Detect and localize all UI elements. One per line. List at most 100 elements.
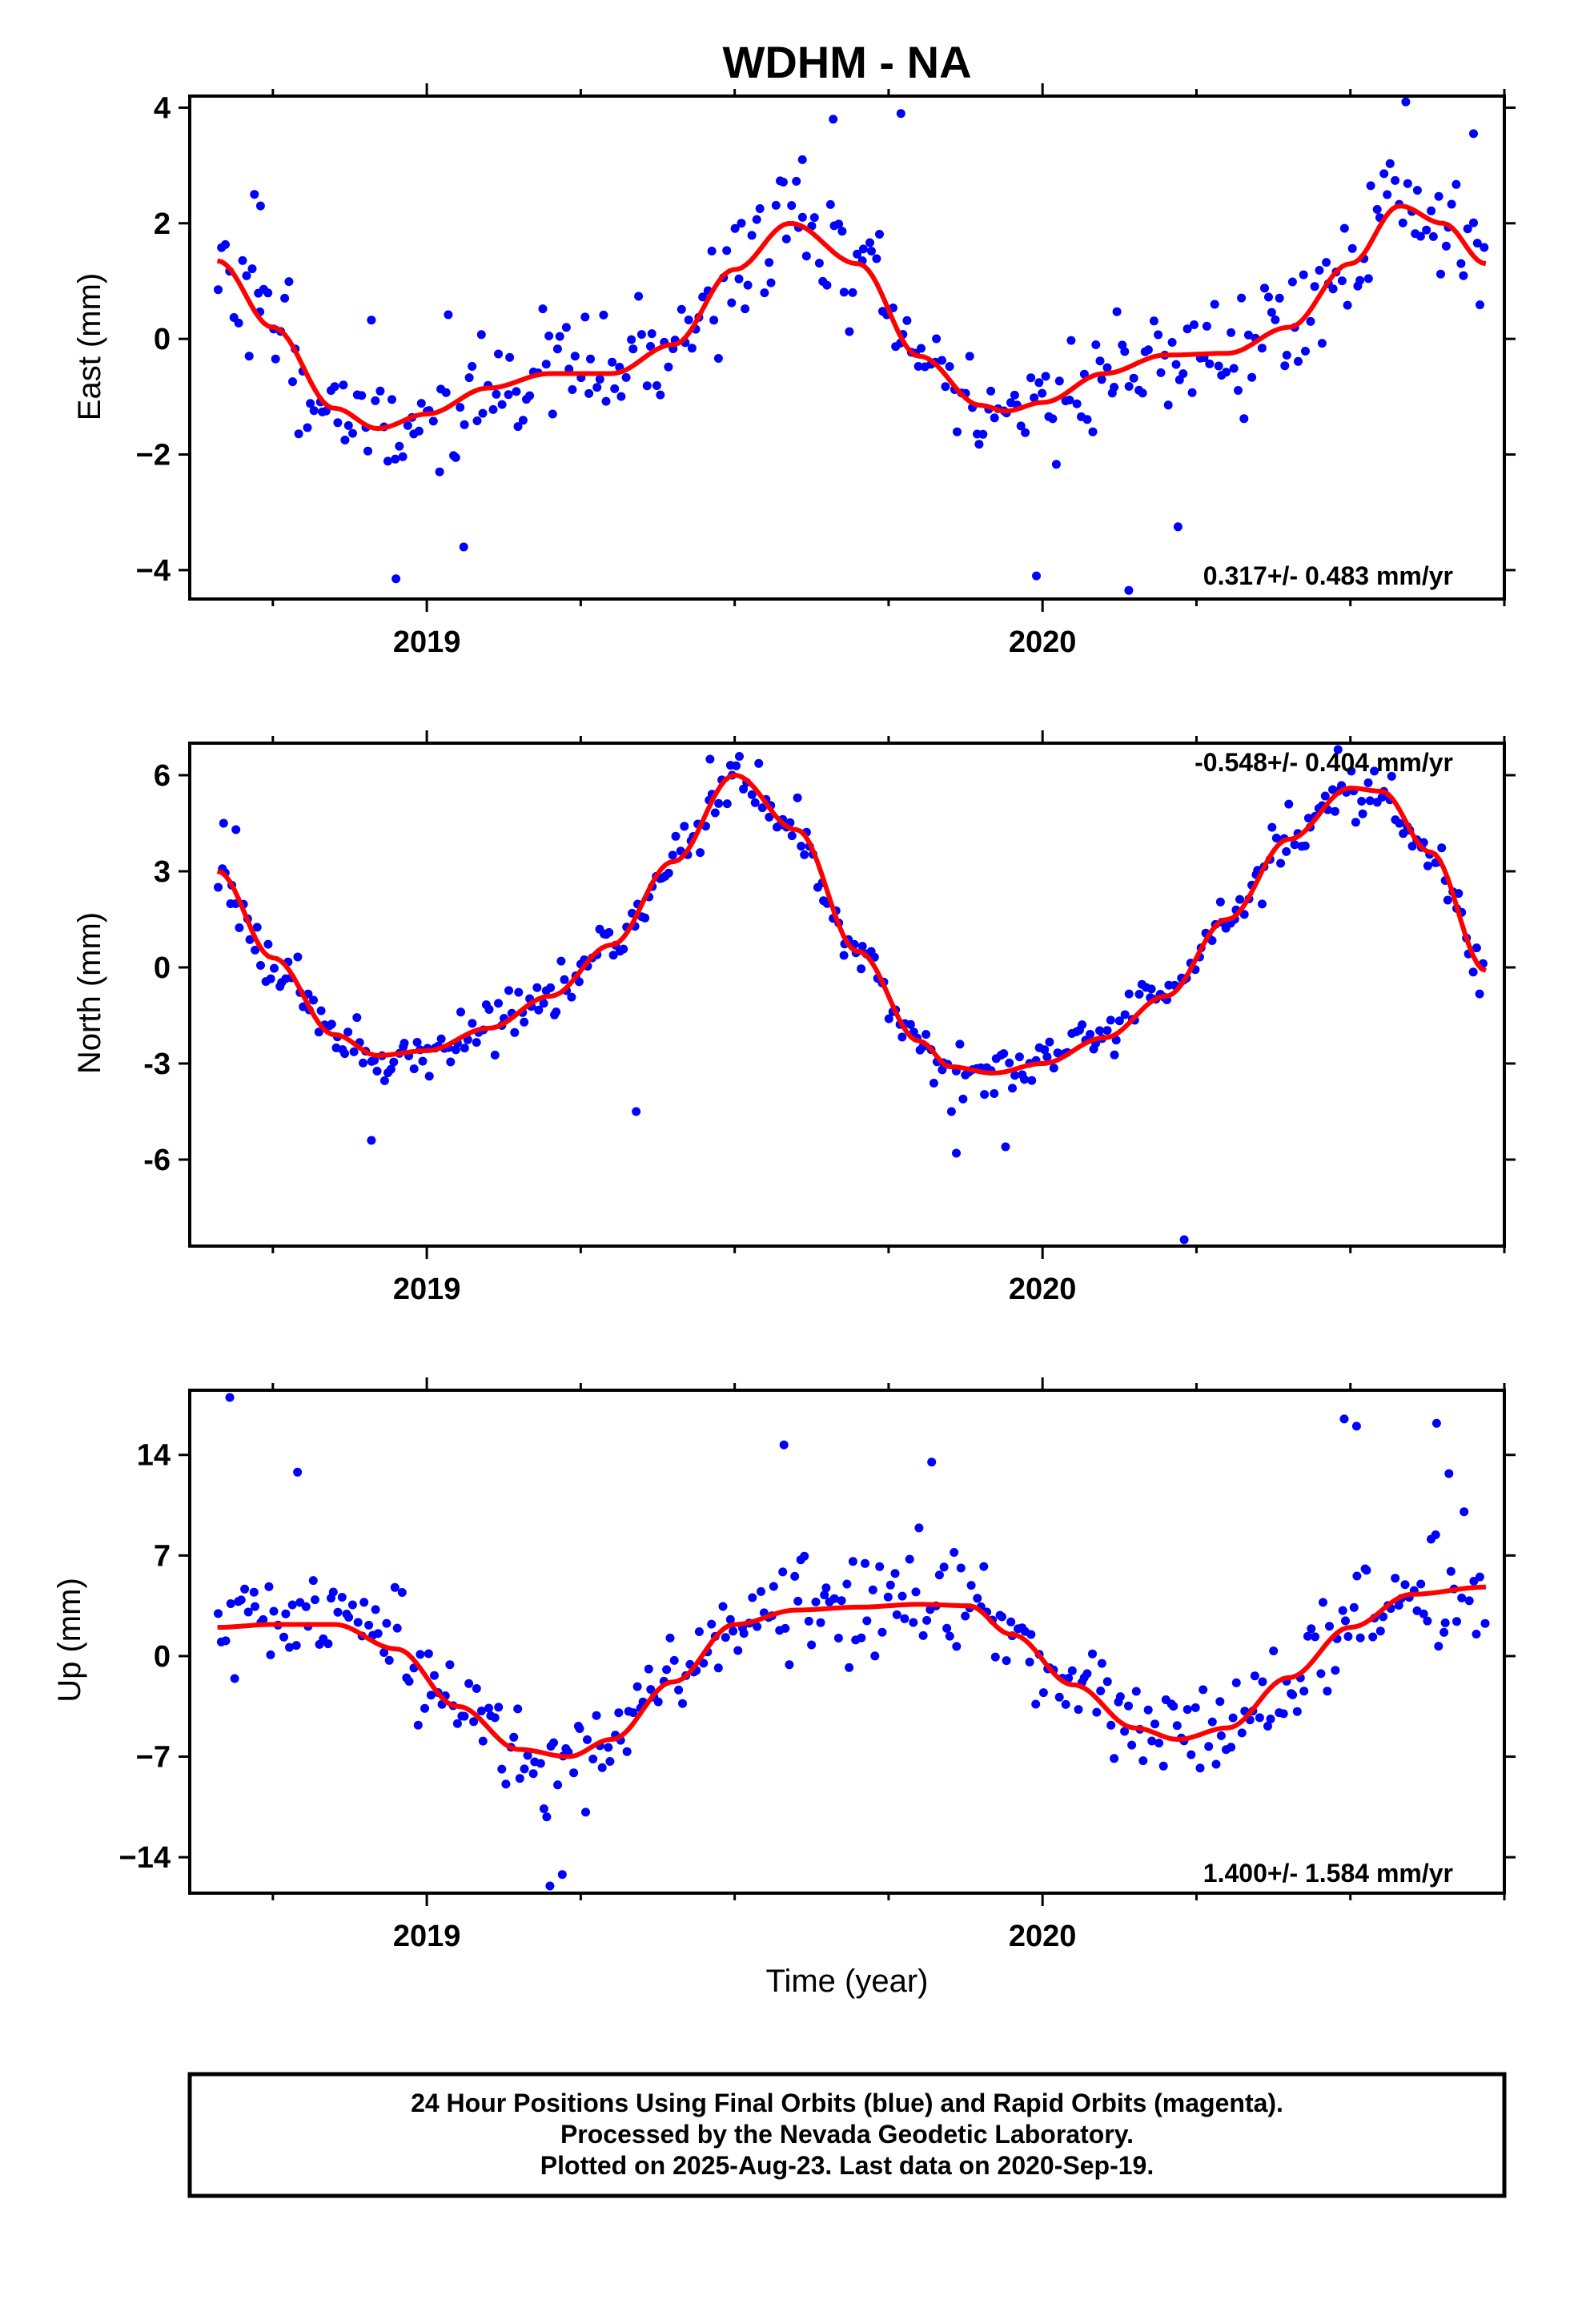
east-data-point (333, 418, 343, 428)
north-data-point (1454, 889, 1464, 899)
east-data-point (294, 429, 303, 439)
up-data-point (757, 1586, 765, 1596)
north-data-point (1300, 841, 1310, 850)
north-data-point (510, 1027, 520, 1037)
east-data-point (1476, 300, 1484, 310)
north-data-point (800, 850, 809, 859)
up-data-point (1143, 1705, 1153, 1715)
east-data-point (990, 413, 999, 423)
east-data-point (1260, 283, 1269, 293)
up-data-point (807, 1640, 817, 1650)
east-data-point (1363, 274, 1373, 283)
up-data-point (287, 1600, 297, 1610)
up-data-point (1303, 1631, 1312, 1641)
up-data-point (472, 1684, 481, 1693)
east-data-point (513, 422, 523, 432)
up-data-point (392, 1623, 402, 1633)
east-data-point (1149, 316, 1158, 326)
up-data-point (1362, 1566, 1371, 1575)
north-data-point (436, 1034, 446, 1043)
north-data-point (1001, 1142, 1010, 1152)
east-data-point (1091, 340, 1101, 349)
east-data-point (1072, 399, 1082, 408)
up-data-point (1182, 1705, 1192, 1715)
up-data-point (452, 1719, 462, 1728)
up-data-point (379, 1648, 389, 1657)
north-data-point (938, 1065, 947, 1075)
north-data-point (504, 986, 513, 995)
east-data-point (1456, 259, 1466, 268)
north-data-point (1078, 1020, 1087, 1030)
east-data-point (478, 408, 488, 418)
north-y-tick-label: 6 (154, 759, 171, 793)
north-data-point (412, 1038, 422, 1047)
up-data-point (404, 1677, 414, 1686)
up-data-point (821, 1583, 831, 1593)
east-data-point (752, 215, 761, 224)
north-data-point (456, 1007, 465, 1017)
up-data-point (811, 1597, 821, 1606)
north-data-point (765, 812, 774, 822)
up-data-point (1158, 1761, 1168, 1771)
east-data-point (1310, 282, 1319, 292)
up-data-point (264, 1582, 274, 1591)
north-data-point (327, 1019, 336, 1029)
east-data-point (348, 428, 357, 438)
up-data-point (1391, 1574, 1400, 1583)
up-data-point (1288, 1690, 1298, 1699)
north-data-point (680, 822, 689, 831)
up-data-point (1412, 1606, 1422, 1615)
up-data-point (243, 1607, 253, 1617)
up-data-point (347, 1600, 357, 1610)
up-data-point (753, 1622, 762, 1631)
up-frame (188, 1389, 1506, 1895)
east-data-point (621, 372, 631, 382)
east-y-tick-label: 2 (154, 207, 171, 241)
north-y-tick-label: -3 (143, 1047, 171, 1081)
up-data-point (291, 1641, 301, 1651)
up-data-point (1227, 1743, 1236, 1752)
up-data-point (1266, 1715, 1275, 1723)
up-data-point (1054, 1692, 1064, 1702)
up-rate-label: 1.400+/- 1.584 mm/yr (1203, 1859, 1453, 1888)
east-data-point (941, 382, 950, 392)
up-data-point (1088, 1649, 1097, 1659)
up-data-point (1092, 1707, 1102, 1717)
up-data-point (848, 1557, 857, 1566)
up-data-point (837, 1596, 846, 1606)
north-plot-area (214, 745, 1488, 1244)
up-data-point (1319, 1598, 1327, 1607)
up-data-point (469, 1717, 479, 1727)
up-data-point (646, 1685, 656, 1695)
east-data-point (1154, 330, 1163, 340)
north-data-point (1027, 1076, 1037, 1085)
north-data-point (1347, 766, 1356, 776)
east-data-point (1385, 159, 1395, 168)
up-data-point (900, 1614, 909, 1623)
east-data-point (1398, 218, 1407, 227)
caption-line-3: Plotted on 2025-Aug-23. Last data on 202… (540, 2151, 1154, 2180)
up-data-point (973, 1594, 982, 1603)
north-x-tick-label: 2019 (393, 1273, 461, 1306)
east-data-point (1480, 243, 1489, 252)
north-data-point (1365, 796, 1375, 806)
up-data-point (1031, 1699, 1041, 1709)
north-data-point (1258, 899, 1267, 909)
north-data-point (556, 956, 566, 966)
north-data-point (266, 974, 275, 983)
north-data-point (857, 964, 866, 974)
north-data-point (219, 818, 228, 828)
up-data-point (476, 1707, 486, 1715)
east-data-point (1247, 372, 1257, 382)
east-y-tick-label: −4 (136, 554, 171, 588)
east-data-point (306, 399, 315, 408)
up-data-point (820, 1590, 829, 1600)
up-data-point (1349, 1602, 1359, 1612)
up-data-point (536, 1759, 545, 1768)
east-data-point (343, 420, 353, 430)
east-data-point (1459, 271, 1468, 280)
east-data-point (765, 258, 774, 267)
east-data-point (1032, 571, 1041, 581)
up-data-point (628, 1708, 638, 1718)
up-data-point (413, 1720, 423, 1730)
